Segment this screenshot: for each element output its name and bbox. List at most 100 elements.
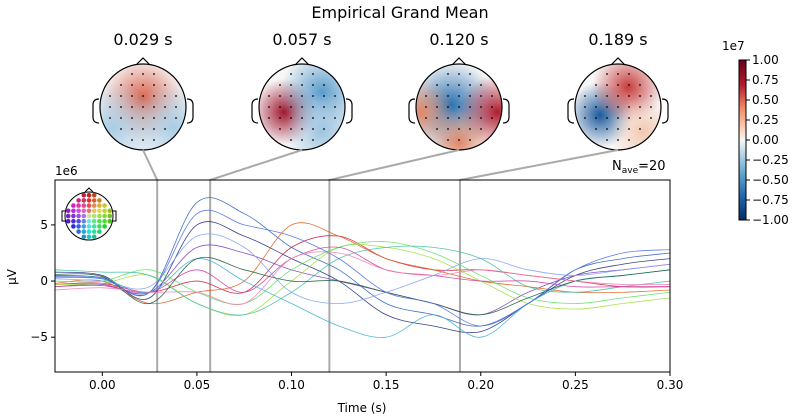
sensor-dot <box>97 218 102 224</box>
sensor-dot <box>131 95 133 97</box>
sensor-trace <box>55 233 670 304</box>
sensor-dot <box>628 128 630 130</box>
sensor-dot <box>617 95 619 97</box>
sensor-dot <box>312 73 314 75</box>
sensor-dot <box>142 95 144 97</box>
sensor-dot <box>109 95 111 97</box>
sensor-dot <box>71 208 76 214</box>
sensor-dot <box>71 218 76 224</box>
sensor-dot <box>639 117 641 119</box>
sensor-dot <box>153 139 155 141</box>
sensor-dot <box>142 106 144 108</box>
sensor-dot <box>120 117 122 119</box>
sensor-dot <box>81 218 87 224</box>
sensor-dot <box>469 84 471 86</box>
sensor-dot <box>86 208 92 214</box>
sensor-dot <box>153 73 155 75</box>
sensor-dot <box>469 73 471 75</box>
sensor-dot <box>436 117 438 119</box>
y-exponent: 1e6 <box>55 164 78 178</box>
sensor-dot <box>436 95 438 97</box>
sensor-dot <box>606 117 608 119</box>
sensor-dot <box>334 95 336 97</box>
sensor-dot <box>268 117 270 119</box>
sensor-dot <box>606 95 608 97</box>
sensor-dot <box>76 224 81 229</box>
sensor-dot <box>447 106 449 108</box>
sensor-dot <box>595 106 597 108</box>
sensor-trace <box>55 258 670 338</box>
sensor-dot <box>81 208 87 214</box>
sensor-dot <box>334 117 336 119</box>
topomap-field <box>284 94 345 150</box>
y-tick-label: 0 <box>40 274 48 288</box>
sensor-dot <box>81 229 87 234</box>
sensor-dot <box>164 128 166 130</box>
sensor-trace <box>55 244 670 316</box>
axes-frame <box>54 179 671 373</box>
sensor-dot <box>86 234 92 240</box>
sensor-dot <box>301 73 303 75</box>
sensor-dot <box>153 84 155 86</box>
sensor-dot <box>447 117 449 119</box>
sensor-dot <box>91 229 97 234</box>
topomap-time-label: 0.189 s <box>588 30 647 49</box>
sensor-dot <box>606 84 608 86</box>
sensor-dot <box>458 95 460 97</box>
sensor-dot <box>447 139 449 141</box>
sensor-dot <box>491 117 493 119</box>
head-outline <box>408 57 510 124</box>
sensor-dot <box>290 95 292 97</box>
sensor-dot <box>97 229 102 234</box>
sensor-dot <box>301 84 303 86</box>
x-tick-label: 0.25 <box>562 378 589 392</box>
sensor-trace <box>55 209 670 327</box>
sensor-dot <box>469 128 471 130</box>
sensor-dot <box>290 84 292 86</box>
sensor-dot <box>436 128 438 130</box>
sensor-dot <box>71 203 76 208</box>
sensor-dot <box>584 106 586 108</box>
sensor-dot <box>268 95 270 97</box>
topomap-time-label: 0.057 s <box>272 30 331 49</box>
sensor-dot <box>301 139 303 141</box>
sensor-dot <box>290 139 292 141</box>
sensor-dot <box>301 117 303 119</box>
sensor-dot <box>142 139 144 141</box>
sensor-dot <box>323 117 325 119</box>
sensor-dot <box>639 106 641 108</box>
sensor-dot <box>628 117 630 119</box>
sensor-dot <box>120 106 122 108</box>
sensor-dot <box>65 213 71 219</box>
sensor-dot <box>323 95 325 97</box>
sensor-dot <box>97 208 102 214</box>
sensor-dot <box>91 208 97 214</box>
sensor-dot <box>142 128 144 130</box>
head-outline <box>92 57 194 124</box>
sensor-dot <box>91 203 97 208</box>
sensor-dot <box>102 208 107 214</box>
sensor-dot <box>107 213 113 219</box>
sensor-dot <box>131 117 133 119</box>
sensor-dot <box>279 106 281 108</box>
sensor-dot <box>279 84 281 86</box>
head-outline <box>567 57 669 124</box>
topomap-field <box>128 82 186 150</box>
sensor-dot <box>312 117 314 119</box>
x-tick-label: 0.15 <box>373 378 400 392</box>
sensor-trace <box>55 222 670 305</box>
sensor-dot <box>175 106 177 108</box>
sensor-dot <box>107 218 113 224</box>
sensor-dot <box>91 213 97 219</box>
sensor-dot <box>639 128 641 130</box>
sensor-dot <box>491 95 493 97</box>
sensor-dot <box>606 106 608 108</box>
x-tick-label: 0.30 <box>657 378 684 392</box>
colorbar-tick-label: 0.25 <box>752 113 779 127</box>
sensor-dot <box>458 84 460 86</box>
topomap: 0.057 s <box>251 30 353 151</box>
sensor-trace <box>55 256 670 316</box>
sensor-dot <box>175 95 177 97</box>
sensor-dot <box>323 128 325 130</box>
